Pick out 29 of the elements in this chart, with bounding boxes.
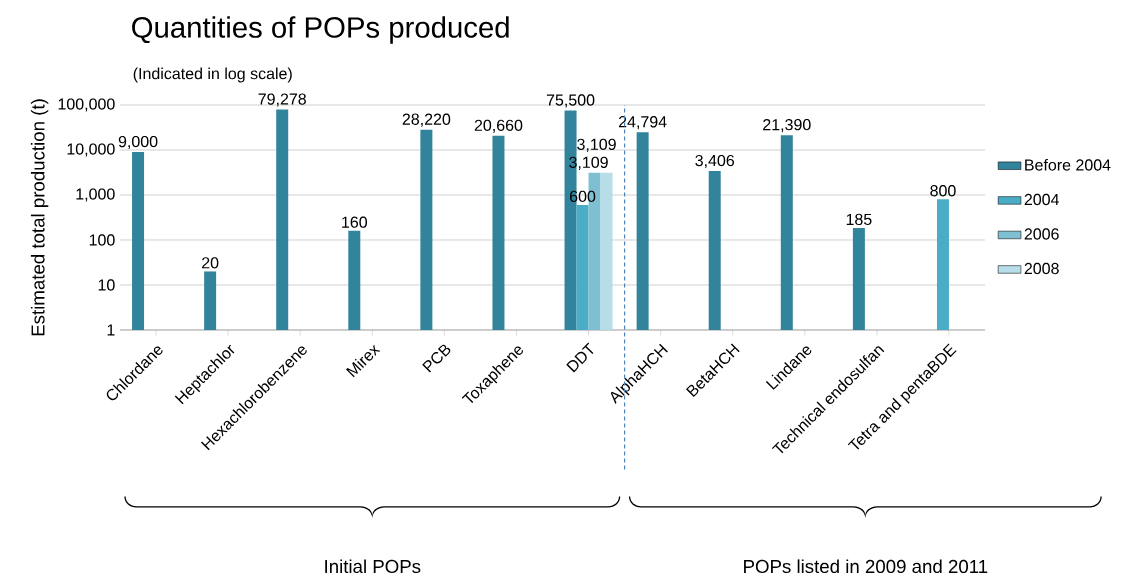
data-label: 600: [570, 190, 596, 203]
data-label: 3,406: [695, 154, 735, 169]
y-tick-label: 10,000: [67, 143, 115, 157]
text: POPs listed in 2009 and 2011: [744, 559, 988, 574]
y-tick-label: 1: [107, 324, 115, 336]
chart-title: Quantities of POPs produced: [132, 16, 509, 44]
data-label: 20,660: [474, 119, 523, 133]
y-tick-label: 100: [89, 234, 115, 246]
data-label: 75,500: [546, 94, 595, 108]
y-tick-label: 1,000: [76, 188, 115, 202]
data-label: 24,794: [618, 116, 667, 130]
data-label: 800: [930, 185, 956, 197]
y-tick-label: 100,000: [58, 98, 115, 112]
legend-label: 2008: [1024, 262, 1059, 275]
data-label: 185: [846, 213, 872, 226]
data-label: 9,000: [118, 135, 158, 150]
data-label: 79,278: [258, 93, 306, 107]
chart-subtitle: (Indicated in log scale): [133, 67, 292, 83]
data-label: 3,109: [577, 138, 616, 152]
data-label: 20: [202, 257, 219, 269]
y-axis-title: Estimated total production (t): [30, 99, 49, 336]
text: Initial POPs: [325, 559, 421, 574]
legend-label: 2006: [1024, 228, 1059, 240]
legend-label: 2004: [1024, 193, 1059, 206]
data-label: 28,220: [402, 113, 451, 127]
y-tick-label: 10: [98, 279, 115, 291]
data-label: 21,390: [763, 118, 811, 133]
legend-label: Before 2004: [1025, 158, 1111, 171]
data-label: 160: [342, 216, 368, 228]
